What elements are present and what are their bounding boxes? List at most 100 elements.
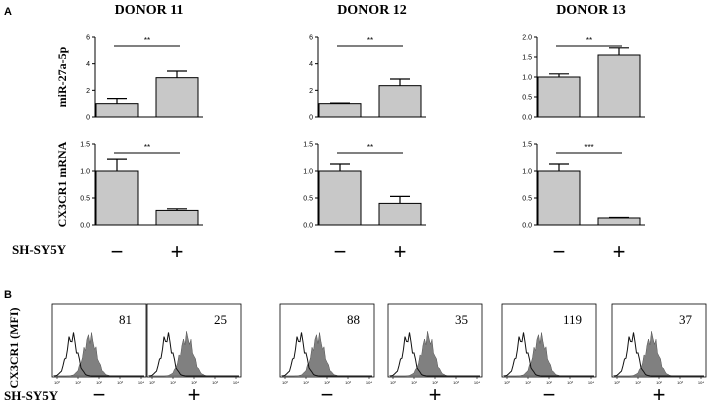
- x-tick-label: 10⁴: [698, 380, 704, 385]
- bar-chart-6: 0.0 0.5 1.0 1.5 ***: [522, 142, 645, 230]
- mfi-value: 81: [119, 312, 132, 327]
- y-tick-label: 0: [309, 115, 313, 122]
- treatment-label-b: SH-SY5Y: [4, 388, 59, 403]
- bar-charts: 0 2 4 6 ** DONOR 11 miR-27a-5p 0 2 4 6 ** DONOR 12 0.…: [55, 3, 645, 230]
- significance-label: **: [144, 143, 150, 152]
- bar-1: [537, 76, 581, 118]
- x-tick-label: 10³: [212, 380, 218, 385]
- x-tick-label: 10⁰: [149, 380, 155, 385]
- y-tick-label: 0.0: [80, 223, 90, 230]
- y-tick-label: 1.5: [522, 55, 532, 62]
- x-tick-label: 10⁴: [138, 380, 144, 385]
- donor-title: DONOR 12: [337, 3, 407, 18]
- y-tick-label: 0.5: [80, 196, 90, 203]
- stained-histogram: [390, 331, 480, 377]
- x-tick-label: 10⁰: [54, 380, 60, 385]
- significance-label: **: [367, 36, 373, 45]
- flow-histograms: 10⁰ 10¹ 10² 10³ 10⁴ 81 10⁰ 10¹ 10² 10³ 10⁴ 25 10⁰ 10¹…: [51, 303, 707, 385]
- stained-histogram: [282, 332, 372, 377]
- control-histogram: [148, 332, 239, 377]
- condition-symbol-a: −: [553, 239, 566, 264]
- y-tick-label: 1.5: [80, 142, 90, 149]
- condition-symbol-b: +: [429, 382, 442, 404]
- control-histogram: [389, 332, 480, 377]
- histogram-panel-6: 10⁰ 10¹ 10² 10³ 10⁴ 37: [611, 303, 707, 385]
- x-tick-label: 10⁰: [614, 380, 620, 385]
- bar-2: [597, 217, 641, 226]
- donor-title: DONOR 11: [115, 3, 184, 18]
- bar-1: [318, 170, 362, 226]
- significance-label: **: [586, 36, 592, 45]
- x-tick-label: 10²: [432, 380, 438, 385]
- condition-symbol-b: −: [93, 382, 106, 404]
- donor-title: DONOR 13: [556, 3, 626, 18]
- y-tick-label: 1.0: [303, 169, 313, 176]
- bar-1: [318, 103, 362, 118]
- mfi-value: 37: [679, 312, 693, 327]
- y-tick-label: 0.5: [522, 95, 532, 102]
- y-tick-label: 0.0: [522, 223, 532, 230]
- x-tick-label: 10¹: [411, 380, 417, 385]
- x-tick-label: 10⁴: [233, 380, 239, 385]
- x-tick-label: 10¹: [75, 380, 81, 385]
- y-tick-label: 0.0: [303, 223, 313, 230]
- bar-chart-4: 0.0 0.5 1.0 1.5 ** CX3CR1 mRNA: [55, 141, 203, 230]
- y-tick-label: 0.5: [303, 196, 313, 203]
- bar-2: [155, 209, 199, 226]
- x-tick-label: 10²: [546, 380, 552, 385]
- condition-symbol-a: +: [394, 239, 407, 264]
- x-tick-label: 10¹: [635, 380, 641, 385]
- y-tick-label: 1.0: [522, 169, 532, 176]
- y-axis-label: miR-27a-5p: [55, 46, 69, 107]
- condition-symbol-b: +: [188, 382, 201, 404]
- panel-label-b: B: [4, 289, 12, 301]
- histogram-panel-2: 10⁰ 10¹ 10² 10³ 10⁴ 25: [146, 303, 242, 385]
- control-histogram: [53, 332, 144, 377]
- x-tick-label: 10⁴: [588, 380, 594, 385]
- histogram-panel-3: 10⁰ 10¹ 10² 10³ 10⁴ 88: [279, 303, 375, 385]
- x-tick-label: 10²: [656, 380, 662, 385]
- y-tick-label: 0.0: [522, 115, 532, 122]
- condition-symbol-a: +: [171, 239, 184, 264]
- control-histogram: [613, 332, 704, 377]
- x-tick-label: 10²: [191, 380, 197, 385]
- y-tick-label: 1.5: [522, 142, 532, 149]
- y-tick-label: 2: [309, 88, 313, 95]
- y-axis-label: CX3CR1 mRNA: [55, 141, 69, 227]
- y-tick-label: 1.0: [80, 169, 90, 176]
- bar-2: [378, 202, 422, 226]
- condition-symbols: − + − + − + − + − + − +: [93, 239, 666, 404]
- bar-chart-3: 0.0 0.5 1.0 1.5 2.0 ** DONOR 13: [522, 3, 645, 122]
- bar-chart-5: 0.0 0.5 1.0 1.5 **: [303, 142, 426, 230]
- significance-label: **: [367, 143, 373, 152]
- x-tick-label: 10²: [96, 380, 102, 385]
- y-tick-label: 4: [86, 61, 90, 68]
- condition-symbol-b: +: [653, 382, 666, 404]
- condition-symbol-a: −: [111, 239, 124, 264]
- stained-histogram: [54, 332, 144, 377]
- bar-2: [155, 77, 199, 118]
- x-tick-label: 10⁰: [282, 380, 288, 385]
- significance-label: ***: [584, 143, 593, 152]
- condition-symbol-b: −: [321, 382, 334, 404]
- treatment-label-a: SH-SY5Y: [12, 242, 67, 257]
- stained-histogram: [149, 331, 239, 377]
- x-tick-label: 10⁴: [366, 380, 372, 385]
- x-tick-label: 10²: [324, 380, 330, 385]
- bar-1: [95, 103, 139, 118]
- significance-label: **: [144, 36, 150, 45]
- control-histogram: [503, 332, 594, 377]
- x-tick-label: 10¹: [525, 380, 531, 385]
- condition-symbol-b: −: [543, 382, 556, 404]
- y-tick-label: 2.0: [522, 35, 532, 42]
- y-tick-label: 6: [309, 35, 313, 42]
- x-tick-label: 10³: [567, 380, 573, 385]
- panel-label-a: A: [4, 6, 12, 18]
- histogram-panel-4: 10⁰ 10¹ 10² 10³ 10⁴ 35: [387, 303, 483, 385]
- x-tick-label: 10¹: [303, 380, 309, 385]
- x-tick-label: 10⁴: [474, 380, 480, 385]
- bar-chart-1: 0 2 4 6 ** DONOR 11 miR-27a-5p: [55, 3, 203, 122]
- y-tick-label: 1.5: [303, 142, 313, 149]
- y-tick-label: 0.5: [522, 196, 532, 203]
